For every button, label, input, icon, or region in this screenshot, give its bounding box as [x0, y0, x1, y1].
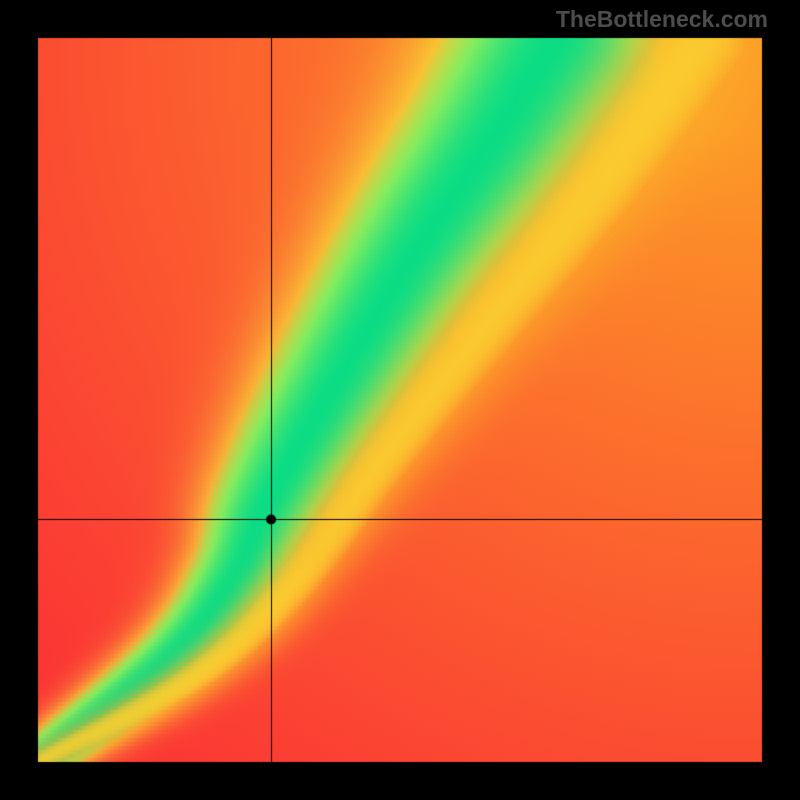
- chart-container: { "watermark": { "text": "TheBottleneck.…: [0, 0, 800, 800]
- bottleneck-heatmap: [0, 0, 800, 800]
- watermark-text: TheBottleneck.com: [556, 6, 768, 33]
